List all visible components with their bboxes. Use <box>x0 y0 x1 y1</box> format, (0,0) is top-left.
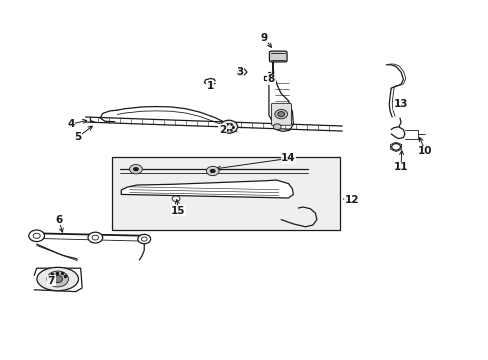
Text: 14: 14 <box>281 153 295 163</box>
Text: 1: 1 <box>206 81 213 91</box>
Circle shape <box>209 169 215 173</box>
Circle shape <box>273 124 281 130</box>
Text: 9: 9 <box>260 33 267 43</box>
Polygon shape <box>121 180 293 198</box>
Text: 3: 3 <box>236 67 243 77</box>
Text: 10: 10 <box>417 146 432 156</box>
Text: 2: 2 <box>219 125 225 135</box>
Text: 11: 11 <box>393 162 407 172</box>
Text: 15: 15 <box>171 206 185 216</box>
Text: 8: 8 <box>267 74 274 84</box>
FancyBboxPatch shape <box>269 51 286 62</box>
Text: 12: 12 <box>344 195 359 205</box>
Circle shape <box>47 271 68 287</box>
Circle shape <box>391 144 400 150</box>
Text: 13: 13 <box>393 99 407 109</box>
Circle shape <box>277 112 284 117</box>
Circle shape <box>129 165 142 174</box>
Ellipse shape <box>37 267 78 291</box>
Circle shape <box>29 230 44 242</box>
Text: 6: 6 <box>55 215 62 225</box>
Circle shape <box>138 234 150 244</box>
Bar <box>112 157 339 230</box>
Circle shape <box>206 166 219 176</box>
Text: 5: 5 <box>75 132 81 142</box>
Circle shape <box>88 232 102 243</box>
FancyBboxPatch shape <box>271 103 291 125</box>
Circle shape <box>133 167 139 171</box>
Circle shape <box>220 120 237 133</box>
Circle shape <box>53 275 62 283</box>
Text: 7: 7 <box>47 276 55 286</box>
Text: 4: 4 <box>67 119 75 129</box>
Circle shape <box>274 109 287 119</box>
